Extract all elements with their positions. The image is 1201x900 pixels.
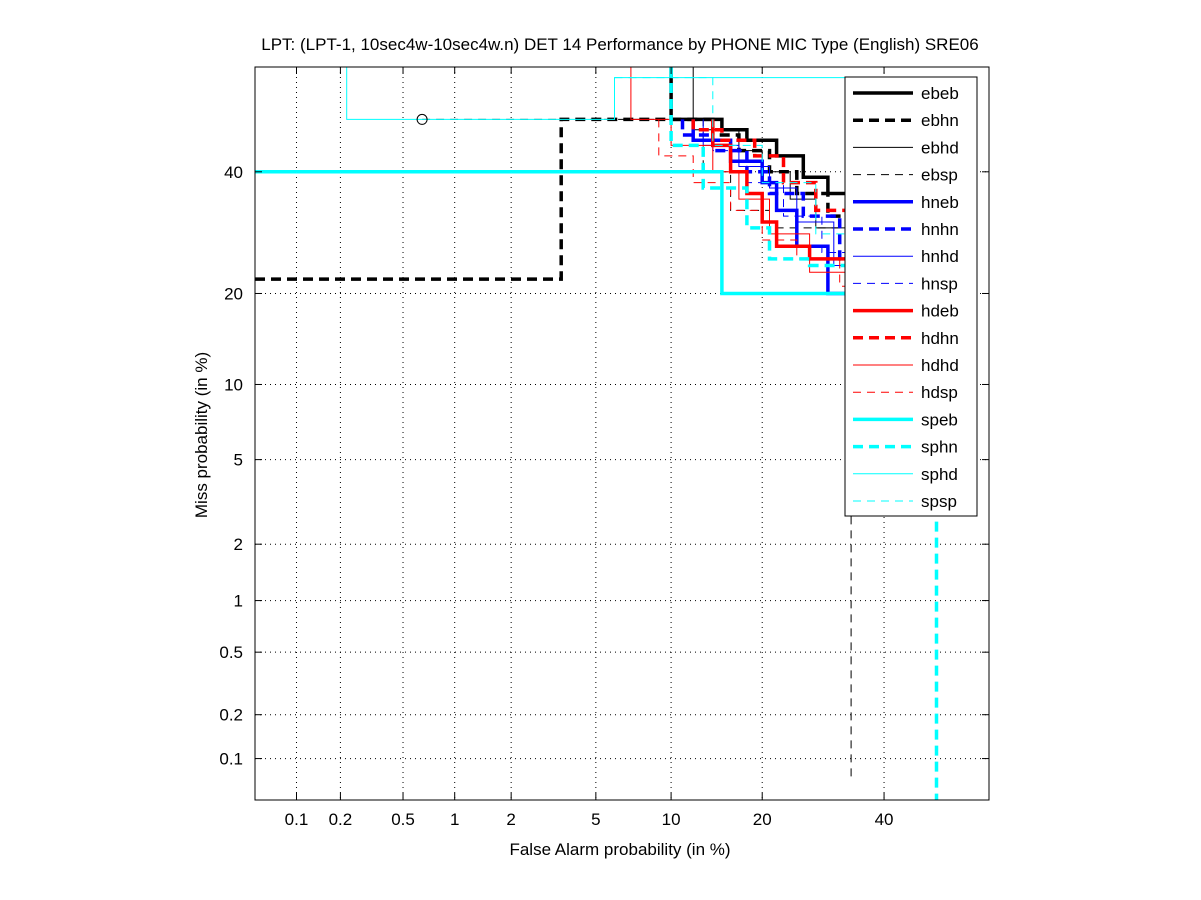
chart-title: LPT: (LPT-1, 10sec4w-10sec4w.n) DET 14 P… [261, 35, 978, 54]
y-tick-label: 2 [234, 535, 243, 554]
legend-label-speb: speb [921, 410, 958, 429]
x-tick-label: 0.5 [391, 810, 415, 829]
legend-label-hnhn: hnhn [921, 220, 959, 239]
series-line-hdsp [658, 119, 963, 310]
marker-layer [416, 113, 428, 125]
y-axis-label: Miss probability (in %) [192, 352, 211, 518]
x-tick-label: 0.1 [285, 810, 309, 829]
y-tick-label: 5 [234, 451, 243, 470]
legend-label-hdhn: hdhn [921, 329, 959, 348]
x-axis-label: False Alarm probability (in %) [509, 840, 730, 859]
legend-label-ebsp: ebsp [921, 166, 958, 185]
x-tick-label: 40 [875, 810, 894, 829]
legend-label-sphn: sphn [921, 438, 958, 457]
legend-label-hdsp: hdsp [921, 383, 958, 402]
x-tick-label: 10 [662, 810, 681, 829]
x-tick-label: 1 [450, 810, 459, 829]
legend-label-hnhd: hnhd [921, 247, 959, 266]
y-tick-label: 40 [224, 163, 243, 182]
y-tick-label: 0.1 [219, 750, 243, 769]
plot-frame [254, 66, 990, 801]
grid-lines [255, 67, 989, 800]
legend-box [844, 76, 978, 517]
legend-label-ebhn: ebhn [921, 111, 959, 130]
y-tick-label: 0.5 [219, 643, 243, 662]
min-dcf-marker [416, 113, 428, 125]
legend-label-hneb: hneb [921, 193, 959, 212]
legend: ebeb ebhn ebhd ebsp hneb hnhn hnhd hnsp hdeb hdhn… [844, 76, 978, 517]
x-tick-label: 5 [591, 810, 600, 829]
y-tick-label: 10 [224, 375, 243, 394]
x-tick-label: 0.2 [329, 810, 353, 829]
series-line-ebeb [669, 67, 857, 196]
y-tick-label: 20 [224, 284, 243, 303]
legend-label-hdeb: hdeb [921, 302, 959, 321]
y-tick-label: 1 [234, 592, 243, 611]
x-tick-label: 2 [506, 810, 515, 829]
y-axis-ticks: 0.1 0.2 0.5 1 2 5 10 20 40 [219, 163, 989, 769]
legend-label-hnsp: hnsp [921, 274, 958, 293]
legend-label-ebeb: ebeb [921, 84, 959, 103]
legend-label-spsp: spsp [921, 492, 957, 511]
legend-label-hdhd: hdhd [921, 356, 959, 375]
x-tick-label: 20 [753, 810, 772, 829]
y-tick-label: 0.2 [219, 706, 243, 725]
legend-label-ebhd: ebhd [921, 138, 959, 157]
legend-label-sphd: sphd [921, 465, 958, 484]
x-axis-ticks: 0.1 0.2 0.5 1 2 5 10 20 40 [285, 67, 894, 829]
